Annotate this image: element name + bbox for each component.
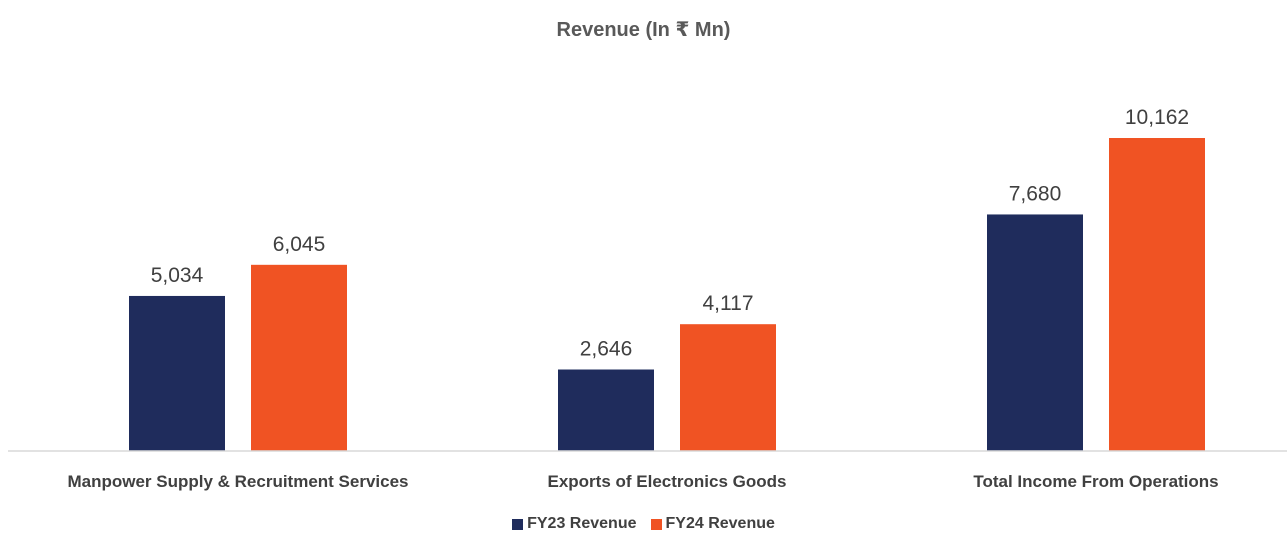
bar-fy24-0 [251, 264, 347, 451]
category-label-1: Exports of Electronics Goods [548, 472, 787, 491]
legend-swatch-fy24 [650, 518, 662, 530]
data-label-fy23-1: 2,646 [580, 338, 633, 361]
bar-fy23-2 [987, 214, 1083, 451]
data-label-fy24-2: 10,162 [1125, 106, 1189, 129]
chart-title: Revenue (In ₹ Mn) [556, 19, 731, 41]
bar-fy23-1 [558, 369, 654, 451]
labels-layer: 5,034 2,646 7,680 6,045 4,117 10,162 Manpower … [67, 106, 1218, 491]
bar-fy23-0 [129, 295, 225, 451]
data-label-fy24-1: 4,117 [703, 292, 754, 315]
legend-label-fy23: FY23 Revenue [527, 515, 637, 532]
legend-item-fy24: FY24 Revenue [650, 515, 775, 533]
category-label-2: Total Income From Operations [973, 472, 1218, 491]
data-label-fy23-0: 5,034 [151, 264, 204, 287]
data-label-fy24-0: 6,045 [273, 233, 326, 256]
bar-fy24-1 [680, 324, 776, 451]
category-label-0: Manpower Supply & Recruitment Services [67, 472, 408, 491]
legend: FY23 Revenue FY24 Revenue [0, 515, 1287, 533]
bar-fy24-2 [1109, 138, 1205, 451]
legend-swatch-fy23 [512, 518, 524, 530]
data-label-fy23-2: 7,680 [1009, 182, 1062, 205]
bars-layer [129, 138, 1205, 451]
legend-item-fy23: FY23 Revenue [512, 515, 637, 533]
legend-label-fy24: FY24 Revenue [665, 515, 775, 532]
